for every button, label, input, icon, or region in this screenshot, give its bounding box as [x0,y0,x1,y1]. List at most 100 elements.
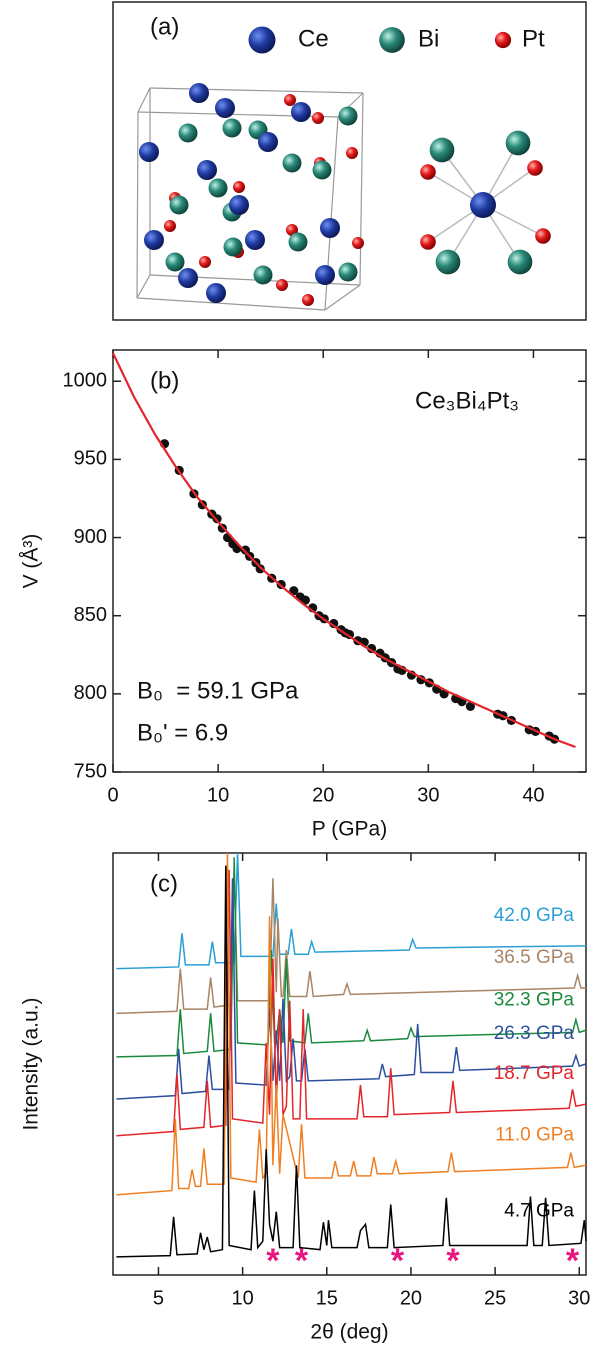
pattern-line [116,869,587,1137]
pattern-line [116,857,587,1058]
atom [338,262,358,282]
x-axis-label: 2θ (deg) [310,1321,388,1344]
pattern-line [116,852,587,970]
fit-line [112,352,576,749]
x-axis-label: P (GPa) [312,818,387,841]
atom [233,181,245,193]
atom [165,252,185,272]
legend-swatch [379,27,405,53]
data-point [255,564,265,574]
panel-b-frame [112,349,587,773]
atom [507,249,533,275]
x-tick-label: 25 [484,1287,506,1309]
x-tick-label: 30 [568,1287,590,1309]
x-tick-label: 0 [107,784,118,806]
atom [420,164,436,180]
y-tick-label: 850 [74,604,107,626]
atom [312,112,324,124]
annotation: B₀ = 59.1 GPa [137,677,299,704]
atom [470,192,496,218]
series-label: 42.0 GPa [494,905,575,926]
data-point [329,618,339,629]
series-label: 18.7 GPa [494,1063,575,1084]
atom [527,160,543,176]
data-point [289,586,299,596]
atom [284,94,296,106]
marker-star: * [391,1242,405,1280]
marker-star: * [295,1242,309,1280]
atom [178,123,198,143]
atom [206,283,226,303]
atom [223,237,243,257]
panel-label: (c) [150,870,178,897]
legend-swatch [248,26,276,54]
y-tick-label: 800 [74,682,107,704]
atom [215,98,235,118]
atom [291,102,311,122]
data-point [465,701,475,711]
pattern-line [116,852,587,1196]
atom [338,106,358,126]
y-tick-label: 750 [74,760,107,782]
atom [253,265,273,285]
atom [420,234,436,250]
pattern-line [116,865,587,1258]
atom [320,218,340,238]
panel-a-frame [112,1,587,321]
series-label: 11.0 GPa [495,1124,574,1145]
y-axis-label: Intensity (a.u.) [20,997,43,1130]
y-tick-label: 950 [74,448,107,470]
legend-swatch [494,31,512,49]
x-tick-label: 10 [231,1287,253,1309]
y-axis-label: V (Å³) [20,534,43,589]
atom [288,232,308,252]
x-tick-label: 20 [312,784,334,806]
data-point [300,595,310,605]
formula: Ce₃Bi₄Pt₃ [415,387,519,414]
atom [208,178,228,198]
legend-label: Bi [418,25,439,52]
atom [245,230,265,250]
series-label: 32.3 GPa [494,989,575,1010]
atom [352,237,364,249]
atom [315,265,335,285]
panel-label: (a) [150,13,179,40]
legend-label: Ce [298,25,329,52]
marker-star: * [566,1242,580,1280]
atom [229,195,249,215]
atom [222,118,242,138]
series-label: 26.3 GPa [494,1023,575,1044]
x-tick-label: 5 [153,1287,164,1309]
marker-star: * [446,1242,460,1280]
atom [435,249,461,275]
x-tick-label: 40 [522,784,544,806]
atom [429,137,455,163]
x-tick-label: 15 [316,1287,338,1309]
atom [199,256,211,268]
x-tick-label: 20 [400,1287,422,1309]
atom [505,130,531,156]
atom [346,147,358,159]
pattern-line [116,869,586,1015]
panel-label: (b) [150,367,179,394]
y-tick-label: 1000 [63,370,108,392]
series-label: 4.7 GPa [504,1200,574,1221]
atom [144,230,164,250]
atom [312,160,332,180]
series-label: 36.5 GPa [494,947,575,968]
atom [282,153,302,173]
annotation: B₀' = 6.9 [137,719,228,746]
legend-label: Pt [522,25,545,52]
atom [164,220,176,232]
atom [258,132,278,152]
y-tick-label: 900 [74,526,107,548]
atom [302,294,314,306]
atom [139,142,159,162]
atom [197,160,217,180]
atom [535,228,551,244]
atom [169,195,189,215]
marker-star: * [266,1242,280,1280]
atom [178,268,198,288]
